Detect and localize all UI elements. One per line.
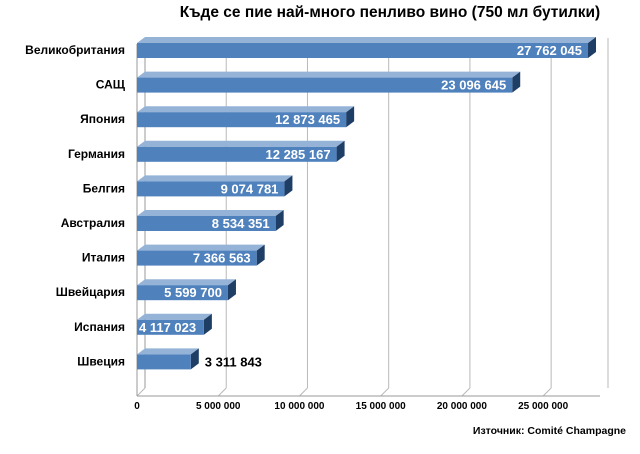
value-label: 8 534 351	[212, 216, 270, 231]
bar	[137, 181, 285, 197]
gridline-floor	[299, 387, 308, 397]
bar-side	[336, 140, 345, 162]
value-label: 23 096 645	[441, 78, 506, 93]
bar-side	[227, 279, 236, 301]
bar-side	[203, 313, 212, 335]
gridline-floor	[380, 387, 390, 397]
bar-side	[190, 348, 199, 370]
bar	[137, 43, 589, 58]
bar-side	[256, 244, 265, 266]
bar-side	[346, 106, 355, 128]
bar	[137, 112, 347, 128]
bar	[137, 250, 257, 266]
x-tick-label: 15 000 000	[356, 401, 406, 412]
bar-top	[137, 106, 355, 113]
value-label: 27 762 045	[517, 43, 582, 58]
gridline-floor	[217, 387, 227, 397]
bar-top	[137, 279, 236, 286]
x-tick-label: 0	[134, 401, 140, 412]
value-label: 12 873 465	[275, 112, 340, 127]
bar-top	[137, 140, 345, 147]
gridline-floor	[136, 387, 146, 397]
bar	[137, 216, 276, 231]
bar-top	[137, 348, 199, 355]
value-label: 9 074 781	[221, 181, 279, 196]
bar-top	[137, 313, 212, 320]
bar-top	[137, 37, 597, 43]
bar-side	[588, 37, 597, 58]
category-label: Япония	[80, 112, 125, 126]
bar	[137, 146, 337, 162]
category-label: Австралия	[61, 216, 125, 230]
bar-top	[137, 210, 284, 216]
gridline-floor	[461, 387, 471, 397]
chart-title: Къде се пие най-много пенливо вино (750 …	[179, 4, 601, 21]
value-label: 12 285 167	[266, 147, 331, 162]
bar	[137, 354, 191, 370]
x-tick-label: 25 000 000	[518, 401, 568, 412]
x-tick-label: 10 000 000	[274, 401, 324, 412]
x-tick-label: 5 000 000	[196, 401, 241, 412]
bar-side	[275, 210, 284, 231]
value-label: 3 311 843	[205, 354, 262, 369]
category-label: Италия	[82, 251, 125, 265]
value-label: 4 117 023	[139, 320, 196, 335]
category-label: Швеция	[77, 354, 125, 368]
bar	[137, 285, 228, 301]
value-label: 7 366 563	[193, 251, 251, 266]
x-tick-label: 20 000 000	[437, 401, 487, 412]
category-label: Швейцария	[56, 285, 125, 299]
category-label: Германия	[68, 147, 125, 161]
category-label: САЩ	[96, 78, 126, 92]
value-label: 5 599 700	[164, 285, 222, 300]
gridline-floor	[542, 387, 552, 397]
bar-side	[284, 175, 293, 197]
bar	[137, 77, 513, 93]
bar-top	[137, 175, 293, 182]
category-label: Великобритания	[25, 43, 125, 57]
bar-side	[512, 71, 521, 93]
bar-top	[137, 71, 521, 78]
chart-source: Източник: Comité Champagne	[472, 425, 626, 437]
bar-top	[137, 244, 265, 251]
category-label: Белгия	[83, 181, 125, 195]
category-label: Испания	[74, 320, 125, 334]
bar	[137, 319, 204, 335]
